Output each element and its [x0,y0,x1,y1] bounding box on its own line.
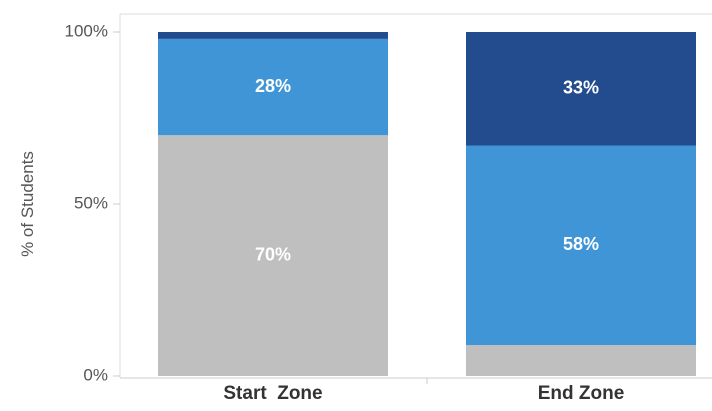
bar-segment [466,345,696,376]
bar-segment [158,135,388,376]
bars: 70% 28% 58% 33% [158,32,696,376]
y-tick-label: 0% [83,365,108,384]
y-tick-label: 100% [65,21,108,40]
x-category-label: Start Zone [223,383,322,404]
y-axis-ticks: 0% 50% 100% [65,21,120,384]
data-label: 28% [255,76,291,96]
bar-segment [466,32,696,146]
bar-segment [158,32,388,39]
data-label: 33% [563,78,599,98]
y-tick-label: 50% [74,193,108,212]
data-label: 70% [255,244,291,264]
bar-segment [158,38,388,136]
data-label: 58% [563,234,599,254]
bar-segment [466,145,696,346]
x-axis-categories: Start Zone End Zone [223,383,624,404]
y-axis-title: % of Students [18,151,37,257]
x-category-label: End Zone [538,383,625,404]
